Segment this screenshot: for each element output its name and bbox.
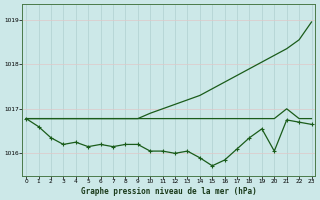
X-axis label: Graphe pression niveau de la mer (hPa): Graphe pression niveau de la mer (hPa) [81,187,257,196]
